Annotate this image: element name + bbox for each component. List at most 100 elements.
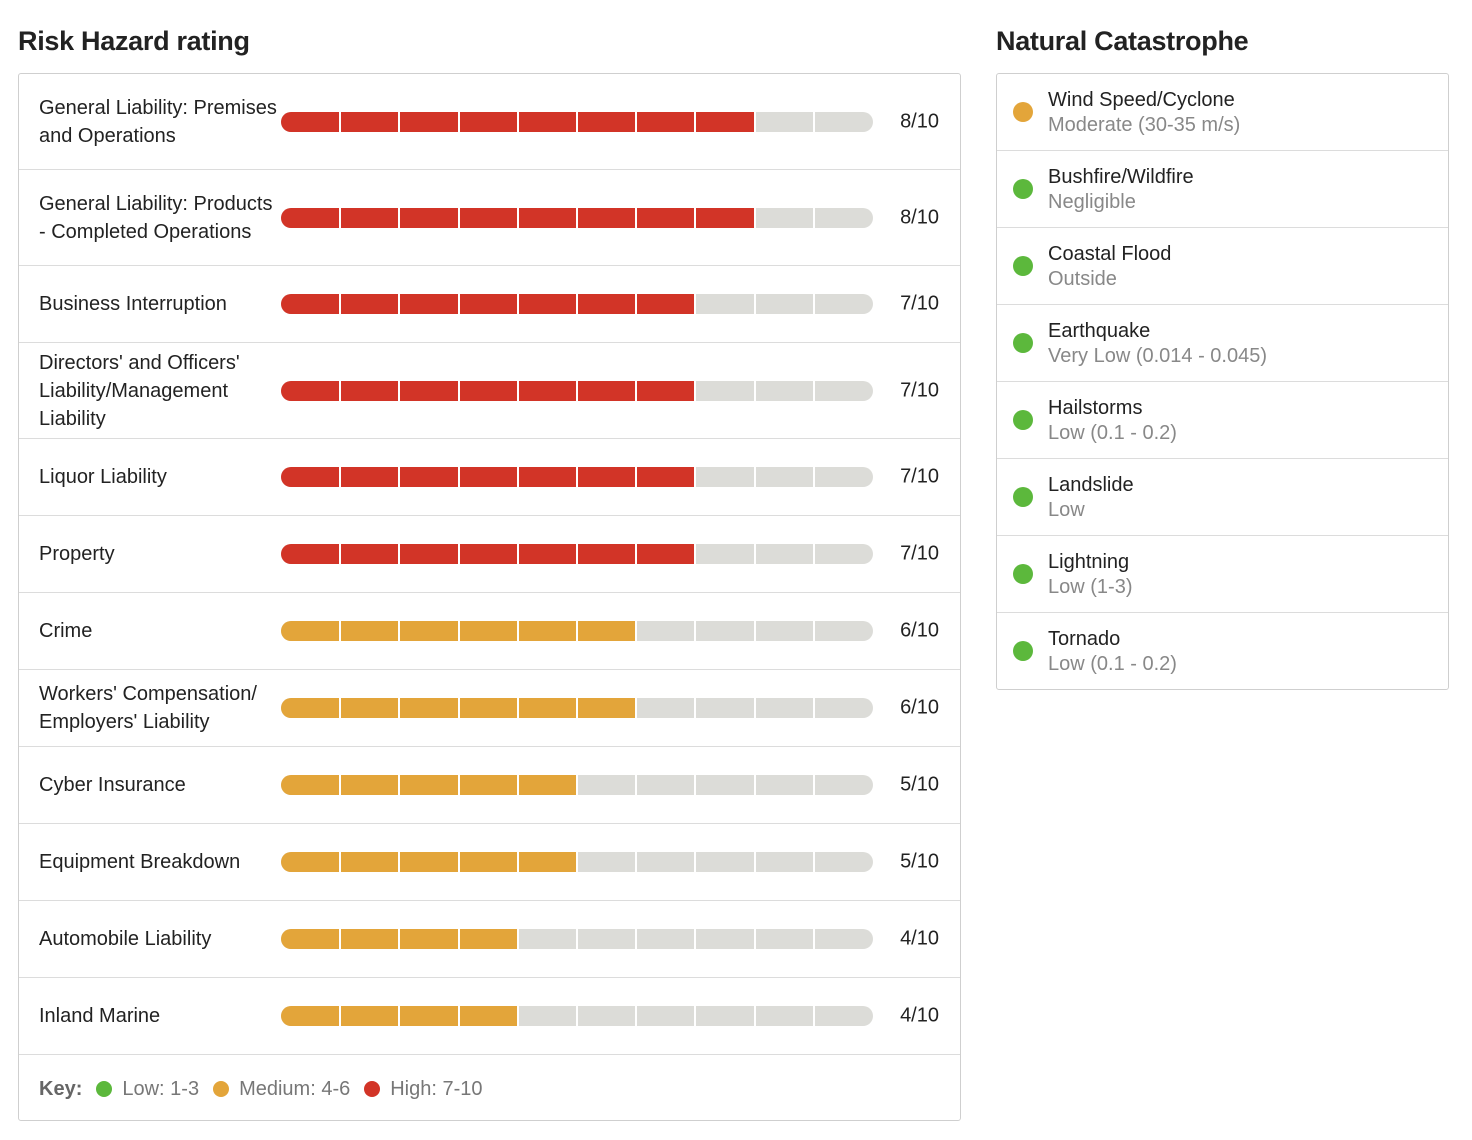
bar-segment-divider [398,698,401,718]
risk-hazard-title: Risk Hazard rating [18,26,250,56]
bar-segment-divider [339,621,342,641]
natural-catastrophe-panel: Wind Speed/Cyclone Moderate (30-35 m/s) Bu… [996,73,1449,690]
risk-label: Automobile Liability [39,928,212,950]
bar-segment-divider [576,852,578,872]
bar-segment-divider [812,775,815,795]
key-item-medium: Medium: 4-6 [213,1078,350,1101]
bar-segment-divider [398,544,401,564]
status-dot-icon [1013,564,1033,584]
catastrophe-row: Hailstorms Low (0.1 - 0.2) [997,382,1448,459]
bar-segment-divider [516,544,519,564]
status-dot-icon [1013,487,1033,507]
key-item-label: Low: 1-3 [122,1077,200,1100]
risk-row: Directors' and Officers' Liability/Manag… [19,343,960,439]
bar-segment-divider [339,852,342,872]
catastrophe-name: Lightning [1048,551,1130,573]
risk-label: General Liability: Products - Completed … [39,192,273,243]
catastrophe-value: Low (1-3) [1048,576,1133,598]
bar-segment-divider [694,380,697,401]
bar-segment-divider [635,775,638,795]
risk-bar-track [281,544,873,564]
bar-segment-divider [457,929,460,949]
bar-segment-divider [576,380,578,401]
bar-segment-divider [516,929,519,949]
risk-label: Workers' Compensation/ Employers' Liabil… [39,683,257,733]
bar-segment-divider [812,1006,815,1026]
bar-segment-divider [398,929,401,949]
key-label: Key: [39,1077,83,1100]
catastrophe-name: Bushfire/Wildfire [1048,166,1194,188]
status-dot-icon [1013,179,1033,199]
bar-segment-divider [635,852,638,872]
risk-key: Key: Low: 1-3 Medium: 4-6 High: 7-10 [39,1074,497,1104]
bar-segment-divider [812,621,815,641]
bar-segment-divider [812,698,815,718]
bar-segment-divider [457,544,460,564]
bar-segment-divider [339,111,342,132]
risk-row: Automobile Liability 4/10 [19,901,960,978]
bar-segment-divider [635,294,638,314]
bar-segment-divider [753,207,756,228]
risk-row: Property 7/10 [19,516,960,593]
catastrophe-name: Tornado [1048,628,1121,650]
bar-segment-divider [516,207,519,228]
risk-label: Inland Marine [39,1005,161,1027]
bar-segment-divider [812,929,815,949]
key-item-label: Medium: 4-6 [239,1077,351,1100]
status-dot-icon [1013,641,1033,661]
risk-score: 7/10 [900,292,939,315]
bar-segment-divider [457,467,460,487]
catastrophe-row: Wind Speed/Cyclone Moderate (30-35 m/s) [997,74,1448,151]
catastrophe-row: Coastal Flood Outside [997,228,1448,305]
catastrophe-value: Very Low (0.014 - 0.045) [1048,345,1268,367]
bar-segment-divider [576,111,578,132]
bar-segment-divider [339,544,342,564]
bar-segment-divider [576,621,578,641]
catastrophe-name: Landslide [1048,474,1134,496]
bar-segment-divider [753,467,756,487]
bar-segment-divider [398,852,401,872]
risk-score: 4/10 [900,1004,939,1027]
key-item-high: High: 7-10 [364,1078,483,1101]
bar-segment-divider [753,1006,756,1026]
bar-segment-divider [635,544,638,564]
risk-row: Cyber Insurance 5/10 [19,747,960,824]
risk-row: Inland Marine 4/10 [19,978,960,1055]
risk-bar-fill [281,467,696,487]
risk-bar-fill [281,852,577,872]
bar-segment-divider [753,775,756,795]
bar-segment-divider [457,621,460,641]
bar-segment-divider [635,621,638,641]
bar-segment-divider [753,294,756,314]
bar-segment-divider [576,775,578,795]
risk-hazard-panel: General Liability: Premises and Operatio… [18,73,961,1121]
bar-segment-divider [694,467,697,487]
bar-segment-divider [812,380,815,401]
risk-bar-fill [281,775,577,795]
natural-catastrophe-title: Natural Catastrophe [996,26,1249,56]
bar-segment-divider [635,467,638,487]
catastrophe-row: Lightning Low (1-3) [997,536,1448,613]
risk-score: 8/10 [900,206,939,228]
bar-segment-divider [516,111,519,132]
catastrophe-name: Earthquake [1048,320,1151,342]
bar-segment-divider [339,207,342,228]
catastrophe-name: Coastal Flood [1048,243,1172,265]
bar-segment-divider [516,467,519,487]
bar-segment-divider [753,852,756,872]
bar-segment-divider [812,544,815,564]
bar-segment-divider [753,380,756,401]
bar-segment-divider [635,698,638,718]
risk-bar-track [281,775,873,795]
bar-segment-divider [694,544,697,564]
risk-label: Property [39,543,115,565]
bar-segment-divider [398,111,401,132]
bar-segment-divider [812,207,815,228]
bar-segment-divider [635,929,638,949]
risk-score: 6/10 [900,619,939,642]
risk-label: General Liability: Premises and Operatio… [39,96,277,147]
bar-segment-divider [339,467,342,487]
risk-score: 5/10 [900,773,939,796]
bar-segment-divider [635,1006,638,1026]
risk-row: General Liability: Products - Completed … [19,170,960,266]
